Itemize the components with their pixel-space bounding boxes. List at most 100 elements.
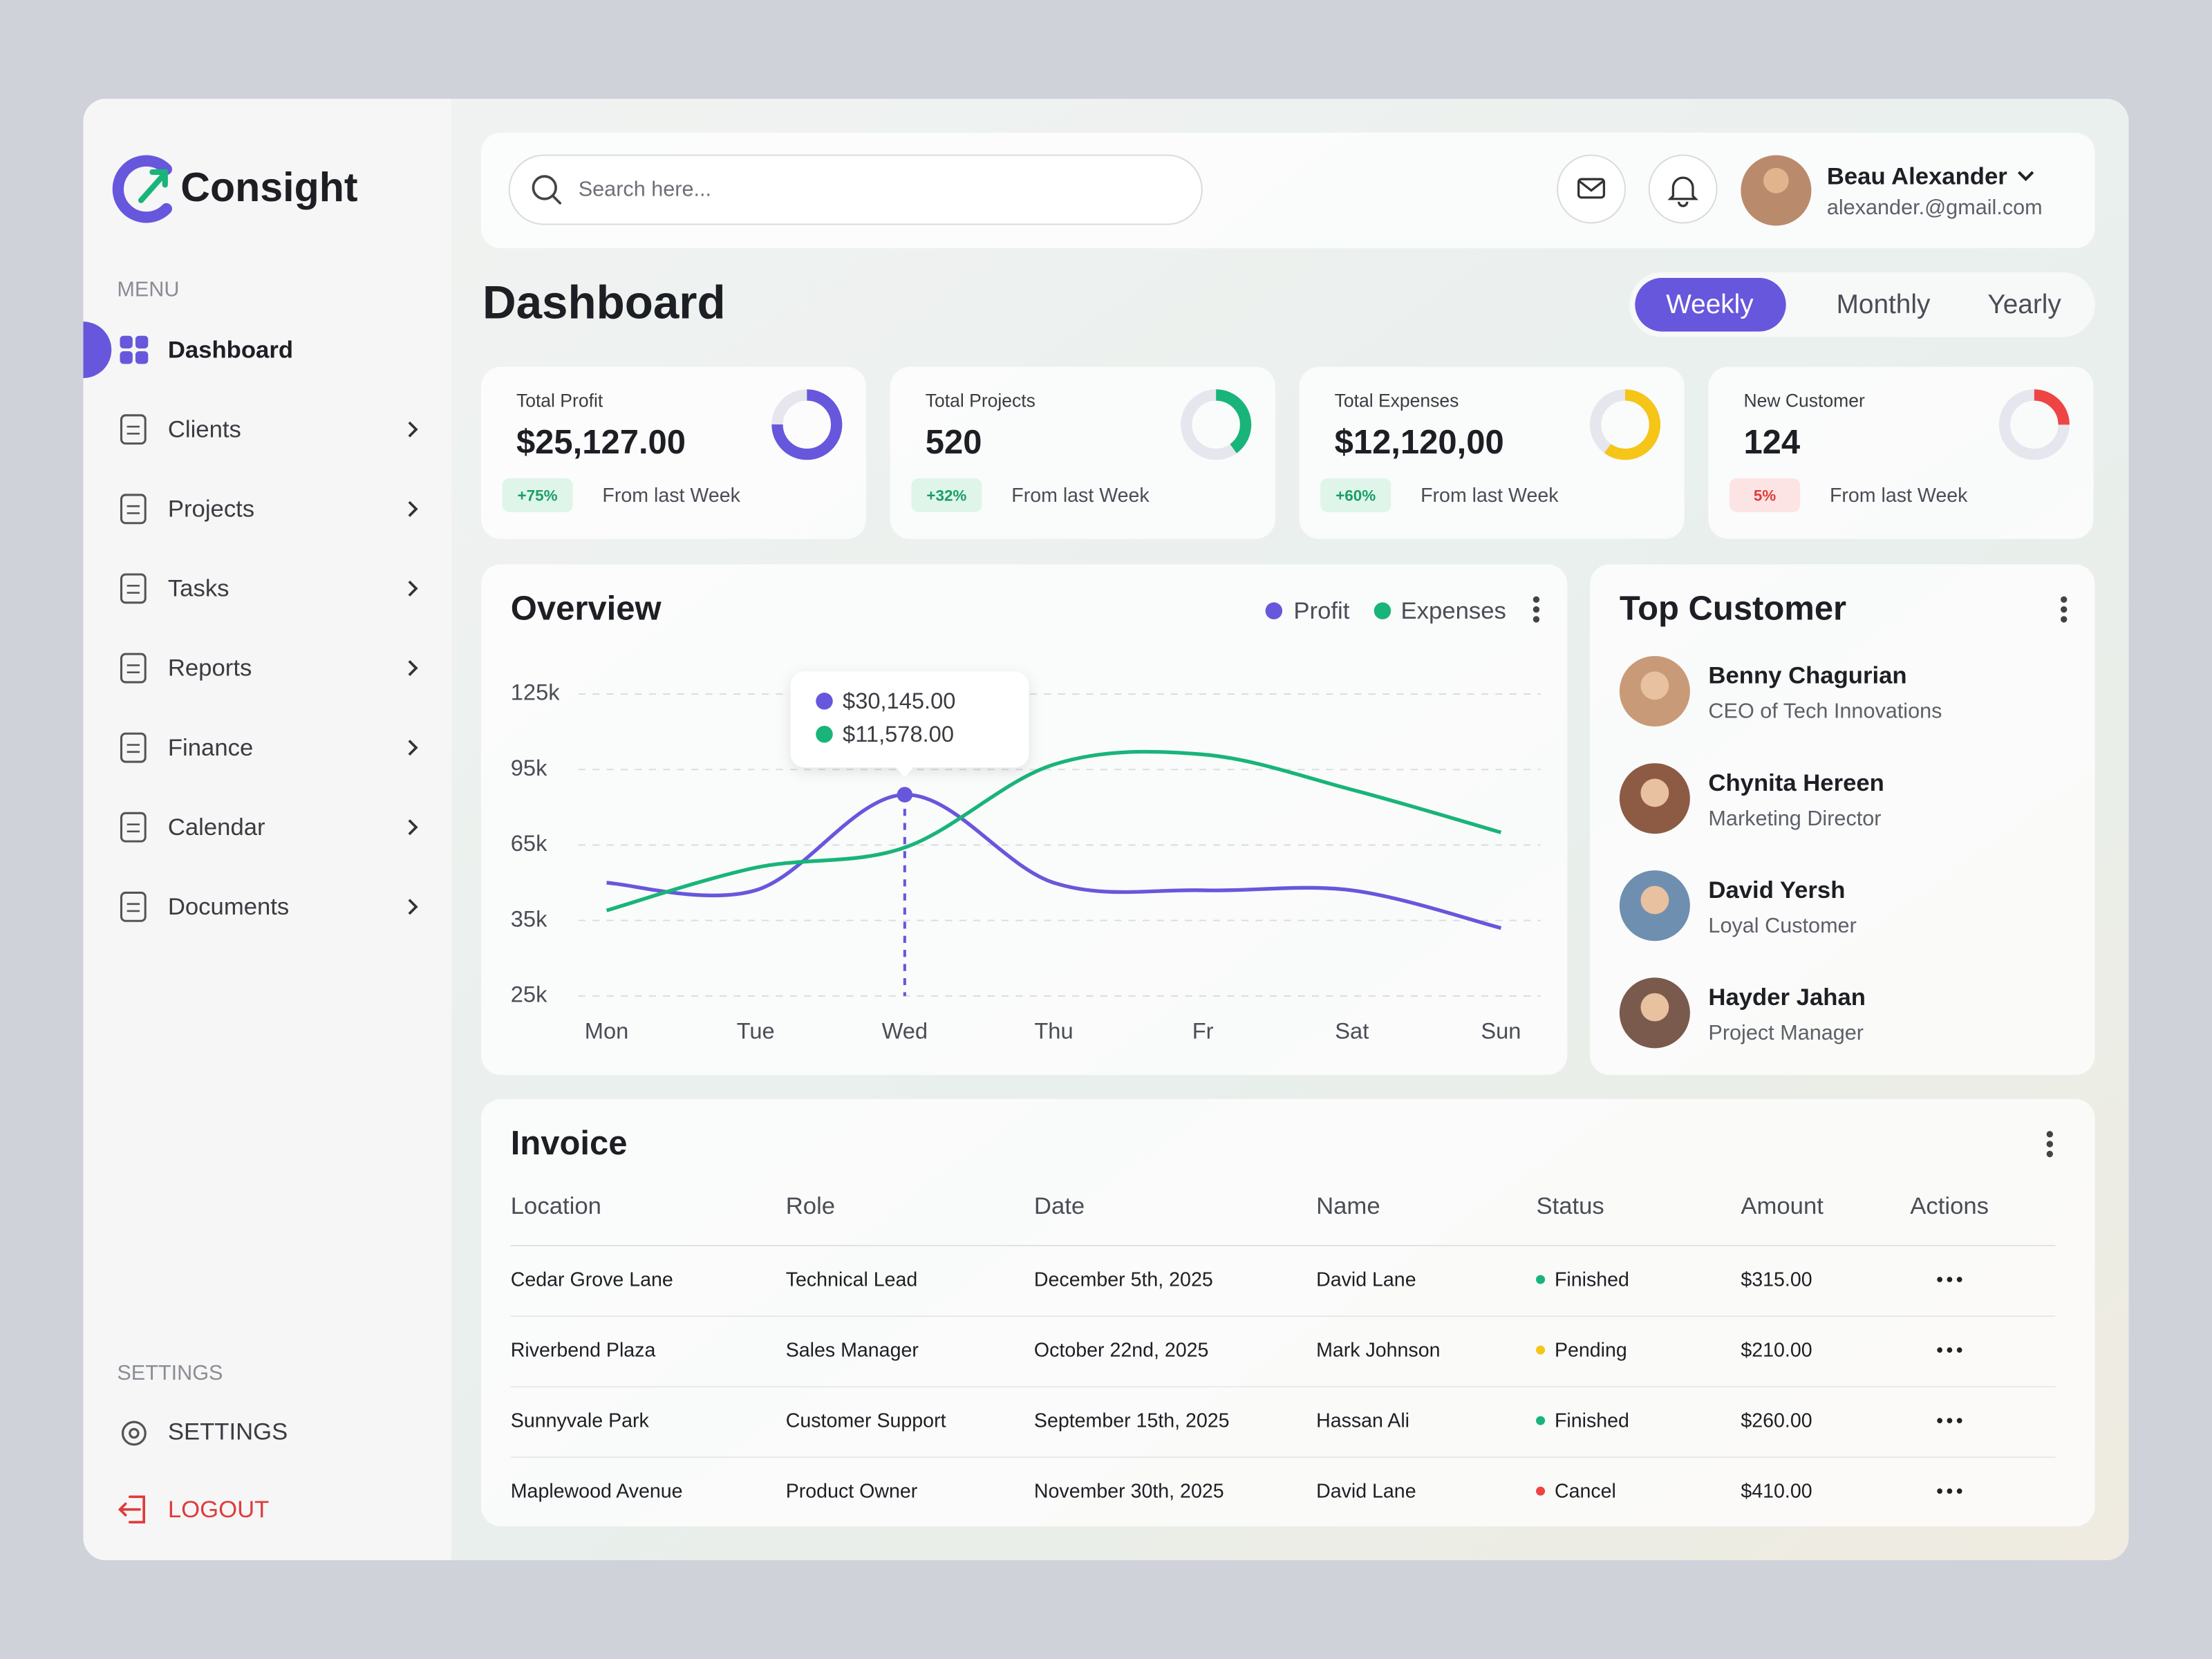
customer-item[interactable]: Chynita Hereen Marketing Director xyxy=(1619,763,1884,834)
customer-avatar-face xyxy=(1640,778,1669,807)
row-actions[interactable] xyxy=(1937,1277,1962,1282)
customer-avatar-face xyxy=(1640,993,1669,1022)
period-tab[interactable]: Monthly xyxy=(1837,290,1931,319)
menu-item[interactable]: Finance xyxy=(120,732,418,763)
tooltip-box xyxy=(790,671,1029,768)
customer-item[interactable]: Hayder Jahan Project Manager xyxy=(1619,977,1866,1049)
menu-item[interactable]: Tasks xyxy=(120,573,418,604)
customer-item[interactable]: David Yersh Loyal Customer xyxy=(1619,870,1857,941)
table-header: Amount xyxy=(1741,1193,1824,1219)
bell-circle[interactable] xyxy=(1648,154,1718,224)
menu-icon xyxy=(120,414,147,445)
legend-text: Expenses xyxy=(1401,598,1506,624)
logo-arrow xyxy=(138,169,168,203)
user-email: alexander.@gmail.com xyxy=(1827,196,2043,219)
user-menu[interactable]: Beau Alexander alexander.@gmail.com xyxy=(1741,155,2043,226)
row-actions[interactable] xyxy=(1937,1488,1962,1494)
table-header: Location xyxy=(511,1193,601,1219)
menu-item[interactable]: Clients xyxy=(120,414,418,445)
period-tab[interactable]: Weekly xyxy=(1635,278,1786,332)
table-cell: $315.00 xyxy=(1741,1269,1812,1291)
customer-menu[interactable] xyxy=(2061,596,2068,623)
menu-text: Calendar xyxy=(168,814,265,841)
overview-title: Overview xyxy=(511,590,662,628)
period-tab-active[interactable] xyxy=(1635,278,1786,332)
invoice-title: Invoice xyxy=(511,1125,628,1162)
customer-list: Benny Chagurian CEO of Tech Innovations Ch… xyxy=(1619,655,1942,1049)
menu-item[interactable]: Documents xyxy=(120,891,418,922)
stat-change: +32% xyxy=(926,487,966,504)
menu-item[interactable]: Calendar xyxy=(120,812,418,843)
menu-text: Dashboard xyxy=(168,337,293,363)
overview-menu[interactable] xyxy=(1533,596,1540,623)
tooltip-point xyxy=(897,787,913,803)
search-box[interactable]: Search here... xyxy=(508,154,1203,225)
menu-icon-tile xyxy=(120,351,133,364)
row-actions[interactable] xyxy=(1937,1418,1962,1423)
customer-item[interactable]: Benny Chagurian CEO of Tech Innovations xyxy=(1619,655,1942,727)
stat-value: 124 xyxy=(1743,424,1800,461)
x-tick-label: Sat xyxy=(1335,1018,1369,1044)
mail-button[interactable] xyxy=(1557,154,1627,224)
settings-item[interactable]: SETTINGS xyxy=(121,1419,288,1446)
stat-note: From last Week xyxy=(1421,485,1559,507)
customer-name: Hayder Jahan xyxy=(1708,984,1866,1011)
table-header: Name xyxy=(1316,1193,1380,1219)
logo: Consight xyxy=(112,155,358,223)
kebab-dot xyxy=(2061,616,2068,623)
customer-name: Benny Chagurian xyxy=(1708,663,1906,689)
action-dot xyxy=(1937,1488,1942,1494)
legend-text: Profit xyxy=(1293,598,1349,624)
table-row: Maplewood Avenue Product Owner November 30… xyxy=(511,1481,1962,1503)
legend-dot xyxy=(1265,602,1283,619)
action-dot xyxy=(1937,1418,1942,1423)
invoice-card xyxy=(480,1098,2095,1527)
menu-icon xyxy=(120,494,147,525)
invoice-table: Location Role Date Name Status Amount Actions C… xyxy=(510,1193,2056,1503)
stat-card: New Customer 124 5% From last Week xyxy=(1708,366,2094,539)
logout-item[interactable]: LOGOUT xyxy=(118,1495,269,1524)
menu-chevron xyxy=(408,819,418,836)
search-field[interactable] xyxy=(508,154,1203,225)
tooltip-pointer xyxy=(894,766,915,778)
customer-role: CEO of Tech Innovations xyxy=(1708,700,1942,723)
stat-note: From last Week xyxy=(602,485,740,507)
table-cell: December 5th, 2025 xyxy=(1034,1269,1213,1291)
settings-text: SETTINGS xyxy=(168,1419,288,1445)
menu-item[interactable]: Reports xyxy=(120,653,418,684)
menu-icon xyxy=(120,653,147,684)
table-cell: $410.00 xyxy=(1741,1481,1812,1503)
stat-card-bg xyxy=(890,366,1275,539)
status-text: Pending xyxy=(1555,1340,1627,1362)
row-actions[interactable] xyxy=(1937,1347,1962,1353)
settings-label: SETTINGS xyxy=(117,1361,223,1385)
action-dot xyxy=(1937,1277,1942,1282)
menu-text: Finance xyxy=(168,735,253,761)
x-tick-label: Fr xyxy=(1192,1018,1214,1044)
stat-card: Total Projects 520 +32% From last Week xyxy=(890,366,1275,539)
invoice-menu[interactable] xyxy=(2046,1131,2053,1158)
notification-button[interactable] xyxy=(1648,154,1718,224)
table-cell: Maplewood Avenue xyxy=(511,1481,683,1503)
tooltip-dot xyxy=(816,726,833,743)
menu-icon-tile xyxy=(135,335,149,349)
logo-mark xyxy=(112,155,172,223)
menu-item[interactable]: Projects xyxy=(120,494,418,525)
menu-icon-tile xyxy=(135,351,149,364)
user-chevron xyxy=(2017,171,2034,182)
menu-text: Projects xyxy=(168,496,254,523)
x-tick-label: Tue xyxy=(737,1018,775,1044)
stat-card: Total Expenses $12,120,00 +60% From last We… xyxy=(1299,366,1685,539)
table-header: Role xyxy=(786,1193,835,1219)
menu-text: Clients xyxy=(168,416,241,442)
status-dot xyxy=(1536,1275,1546,1284)
customer-role: Project Manager xyxy=(1708,1021,1864,1044)
menu-item[interactable]: Dashboard xyxy=(120,335,293,364)
table-cell: September 15th, 2025 xyxy=(1034,1410,1230,1432)
y-tick-label: 35k xyxy=(511,906,547,931)
menu-text: Tasks xyxy=(168,576,229,602)
period-tab-text: Monthly xyxy=(1837,290,1931,319)
period-tab[interactable]: Yearly xyxy=(1987,290,2061,319)
y-tick-label: 95k xyxy=(511,755,547,780)
